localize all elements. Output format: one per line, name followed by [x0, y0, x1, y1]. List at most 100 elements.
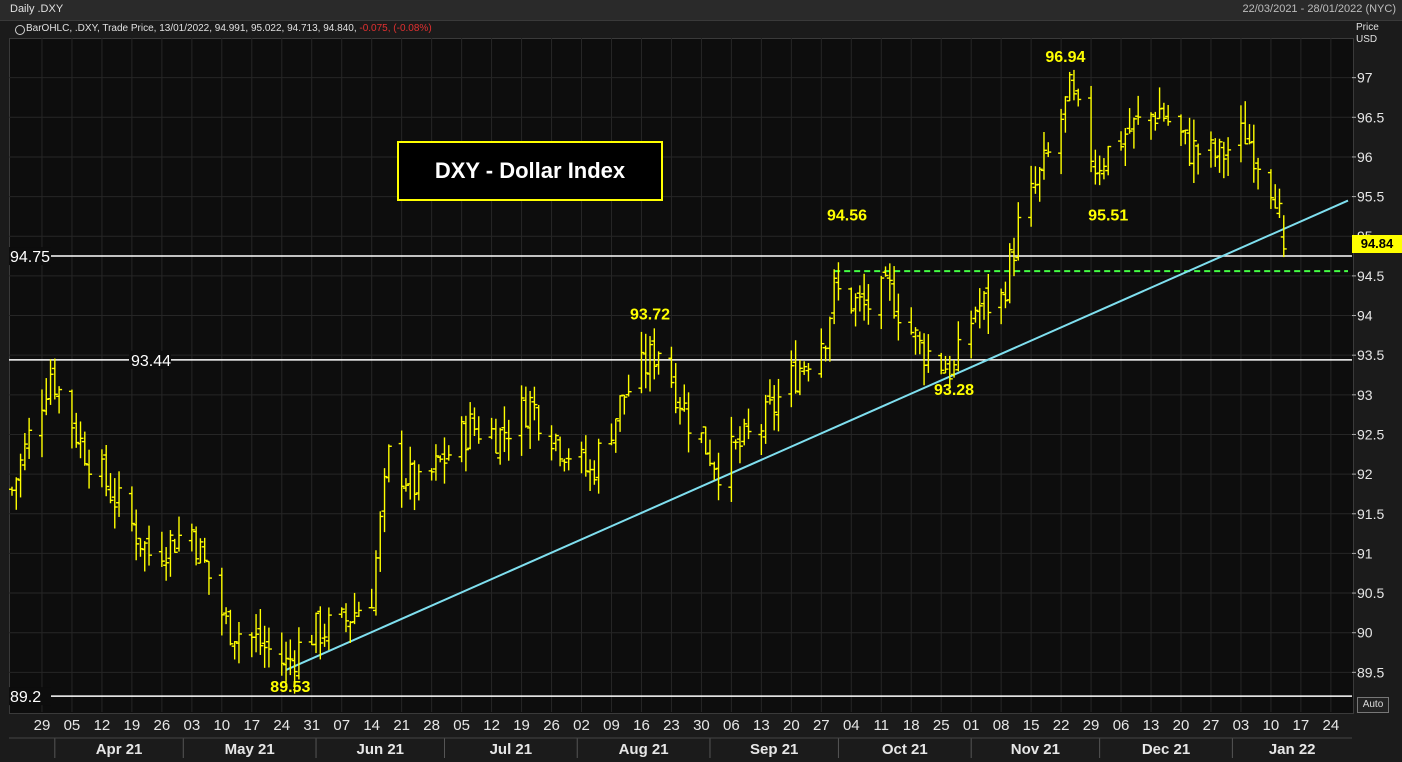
ohlc-bar — [702, 426, 709, 455]
price-annotation: 94.56 — [827, 207, 867, 224]
ohlc-bar — [137, 537, 144, 557]
price-annotation: 89.53 — [270, 679, 310, 696]
ohlc-bar — [1011, 237, 1017, 277]
ohlc-bar — [1105, 145, 1112, 176]
x-tick-label: 19 — [124, 717, 141, 734]
month-label: Jan 22 — [1269, 741, 1316, 758]
ohlc-bar — [998, 288, 1005, 325]
x-tick-label: 03 — [184, 717, 201, 734]
price-annotation: 93.28 — [934, 382, 974, 399]
x-tick-label: 31 — [303, 717, 320, 734]
series-settings-icon[interactable] — [15, 25, 25, 35]
ohlc-bar — [587, 459, 594, 492]
price-axis-header: Price USD — [1356, 22, 1379, 46]
y-tick-label: 93 — [1357, 387, 1373, 403]
auto-scale-button[interactable]: Auto — [1357, 697, 1389, 713]
ohlc-bar — [531, 386, 538, 421]
plot-area[interactable] — [9, 38, 1354, 714]
ohlc-bar — [852, 293, 859, 327]
ohlc-bar — [1216, 138, 1223, 173]
ohlc-bar — [445, 445, 452, 461]
ohlc-bar — [338, 607, 345, 618]
ohlc-bar — [231, 641, 238, 660]
ohlc-bar — [56, 386, 63, 414]
grid-layer — [9, 38, 1352, 712]
x-tick-label: 12 — [94, 717, 111, 734]
ohlc-bar — [402, 478, 409, 492]
ohlc-bar — [552, 433, 559, 452]
ohlc-bar — [951, 359, 958, 378]
ohlc-bar — [651, 328, 658, 380]
x-tick-label: 14 — [363, 717, 380, 734]
ohlc-bar — [1118, 131, 1125, 151]
x-tick-label: 17 — [1293, 717, 1310, 734]
date-range-label: 22/03/2021 - 28/01/2022 (NYC) — [1242, 3, 1397, 15]
ohlc-bar — [685, 392, 692, 453]
ohlc-bar — [432, 444, 439, 481]
ohlc-bar — [471, 407, 478, 437]
ohlc-bar — [1272, 184, 1279, 209]
ohlc-bar — [771, 385, 778, 431]
ohlc-bar — [1130, 117, 1137, 149]
ohlc-bar — [26, 417, 33, 459]
ohlc-bar — [886, 263, 893, 301]
ohlc-bar — [698, 432, 705, 444]
ohlc-bar — [193, 526, 200, 566]
x-tick-label: 01 — [963, 717, 980, 734]
ohlc-bar — [775, 378, 782, 432]
ohlc-bar — [1122, 128, 1129, 166]
ohlc-bar — [668, 346, 675, 388]
ohlc-bar — [407, 446, 414, 500]
ohlc-bar — [916, 331, 923, 355]
month-label: Apr 21 — [96, 741, 143, 758]
x-tick-label: 11 — [873, 717, 889, 734]
ohlc-bar — [1032, 166, 1039, 194]
ohlc-bar — [1028, 165, 1035, 227]
ohlc-bar — [372, 550, 379, 616]
ohlc-bar — [103, 445, 110, 497]
x-tick-label: 27 — [1203, 717, 1220, 734]
x-tick-label: 03 — [1233, 717, 1250, 734]
ohlc-bar — [522, 386, 529, 428]
ohlc-bar — [848, 287, 855, 314]
ohlc-bar — [1006, 243, 1013, 304]
ohlc-bar — [981, 291, 988, 320]
ohlc-bar — [1100, 158, 1107, 180]
ohlc-bar — [257, 608, 264, 655]
x-tick-label: 25 — [933, 717, 950, 734]
ohlc-bar — [51, 358, 58, 400]
x-tick-label: 16 — [633, 717, 650, 734]
price-annotation: 95.51 — [1088, 207, 1128, 224]
ohlc-bar — [762, 394, 769, 444]
ohlc-bar — [291, 650, 298, 694]
ohlc-bar — [141, 541, 148, 572]
ohlc-bar — [938, 352, 945, 375]
ohlc-bar — [1160, 102, 1167, 122]
x-tick-label: 08 — [993, 717, 1010, 734]
ohlc-bar — [1280, 215, 1287, 258]
ohlc-bar — [116, 471, 123, 517]
ohlc-bar — [415, 464, 422, 501]
ohlc-bar — [625, 374, 632, 397]
ohlc-bar — [377, 511, 384, 572]
ohlc-bar — [1207, 131, 1214, 168]
ohlc-bar — [865, 284, 872, 325]
ohlc-bar — [1036, 167, 1043, 202]
ohlc-bar — [1075, 88, 1082, 107]
ohlc-bar — [295, 627, 302, 680]
x-tick-label: 17 — [243, 717, 260, 734]
ohlc-bar — [1152, 111, 1159, 131]
x-tick-label: 05 — [453, 717, 470, 734]
month-label: May 21 — [225, 741, 275, 758]
ohlc-bar — [655, 351, 662, 375]
ohlc-bar — [591, 460, 598, 485]
ohlc-bar — [972, 306, 979, 323]
trendline — [285, 199, 1349, 671]
ohlc-bar — [47, 359, 54, 405]
horizontal-levels: 94.75 93.44 89.2 — [9, 247, 1352, 706]
ohlc-bar — [313, 612, 320, 654]
x-tick-label: 05 — [64, 717, 81, 734]
y-tick-label: 94.5 — [1357, 268, 1384, 284]
ohlc-bar — [467, 402, 474, 450]
